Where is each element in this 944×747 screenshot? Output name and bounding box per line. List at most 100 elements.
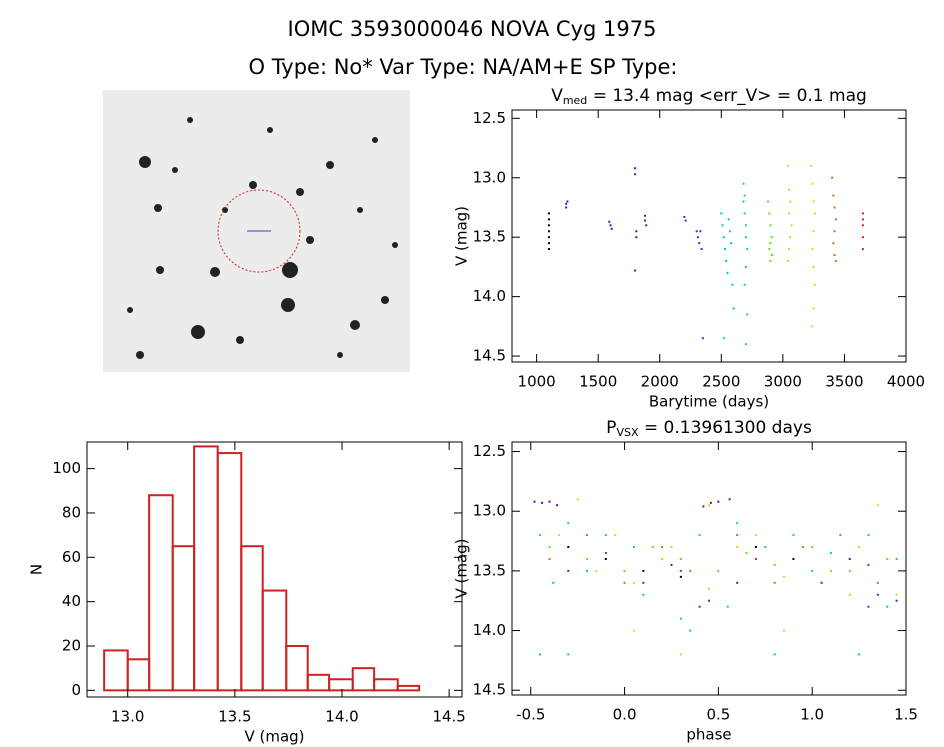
point: [876, 504, 879, 507]
point: [876, 593, 879, 596]
point: [552, 581, 555, 584]
point: [623, 569, 626, 572]
point: [810, 164, 813, 167]
point: [566, 200, 569, 203]
point: [829, 551, 832, 554]
point: [717, 569, 720, 572]
point: [861, 248, 864, 251]
x-tick-label: 14.0: [325, 708, 358, 726]
point: [614, 534, 617, 537]
point: [586, 569, 589, 572]
point: [867, 563, 870, 566]
point: [604, 557, 607, 560]
point: [744, 236, 747, 239]
point: [812, 265, 815, 268]
point: [832, 194, 835, 197]
y-axis-label: N: [28, 564, 46, 575]
point: [895, 599, 898, 602]
point: [783, 629, 786, 632]
x-tick-label: 13.5: [218, 708, 251, 726]
point: [801, 546, 804, 549]
point: [730, 242, 733, 245]
y-tick-label: 100: [52, 459, 81, 477]
bar: [148, 494, 174, 692]
point: [861, 224, 864, 227]
bar: [126, 658, 151, 692]
point: [745, 551, 748, 554]
point: [861, 218, 864, 221]
point: [708, 504, 710, 507]
point: [548, 500, 551, 503]
point: [743, 194, 746, 197]
point: [726, 271, 729, 274]
bar: [261, 589, 288, 692]
bar: [193, 445, 219, 692]
point: [632, 546, 635, 549]
x-tick-label: 2500: [702, 373, 740, 391]
point: [567, 522, 570, 525]
point: [635, 230, 638, 233]
point: [833, 230, 836, 233]
x-tick-label: 1500: [579, 373, 617, 391]
point: [556, 504, 559, 507]
point: [635, 236, 638, 239]
point: [634, 173, 637, 176]
point: [812, 307, 815, 310]
title-sub: med: [563, 94, 587, 107]
point: [895, 593, 898, 596]
point: [533, 500, 536, 503]
point: [548, 557, 551, 560]
point: [789, 200, 792, 203]
point: [701, 337, 704, 340]
bar: [285, 645, 309, 692]
point: [861, 236, 864, 239]
point: [708, 599, 710, 602]
point: [736, 581, 739, 584]
point: [727, 218, 730, 221]
y-tick-label: 13.5: [473, 561, 506, 579]
y-tick-label: 12.5: [473, 442, 506, 460]
point: [867, 534, 870, 537]
x-tick-label: 13.0: [111, 708, 144, 726]
bar: [396, 684, 421, 692]
title-rest: = 0.13961300 days: [638, 418, 811, 438]
point: [698, 534, 701, 537]
point: [547, 230, 550, 233]
y-tick-label: 13.0: [473, 168, 506, 186]
figure-title: IOMC 3593000046 NOVA Cyg 1975: [288, 17, 657, 41]
point: [732, 307, 735, 310]
point: [731, 283, 734, 286]
point: [608, 220, 611, 223]
bar: [373, 678, 399, 692]
point: [744, 343, 747, 346]
y-tick-label: 13.5: [473, 228, 506, 246]
point: [700, 248, 703, 251]
y-axis-label: V (mag): [453, 206, 471, 266]
figure-subtitle: O Type: No* Var Type: NA/AM+E SP Type:: [249, 55, 678, 79]
point: [895, 557, 898, 560]
point: [736, 522, 739, 525]
x-tick-label: 0.5: [706, 706, 730, 724]
point: [565, 202, 568, 205]
point: [811, 546, 814, 549]
point: [858, 546, 861, 549]
point: [788, 248, 791, 251]
point: [768, 212, 771, 215]
point: [709, 501, 712, 504]
bar: [306, 673, 331, 692]
x-axis-label: Barytime (days): [649, 393, 769, 411]
point: [833, 206, 836, 209]
point: [769, 224, 772, 227]
y-tick-label: 20: [62, 637, 81, 655]
point: [695, 230, 698, 233]
point: [746, 313, 749, 316]
x-tick-label: -0.5: [516, 706, 545, 724]
point: [834, 218, 837, 221]
point: [728, 230, 731, 233]
x-axis-label: phase: [686, 726, 731, 744]
point: [848, 593, 851, 596]
point: [586, 557, 589, 560]
point: [683, 215, 686, 218]
point: [595, 569, 598, 572]
point: [643, 214, 646, 217]
